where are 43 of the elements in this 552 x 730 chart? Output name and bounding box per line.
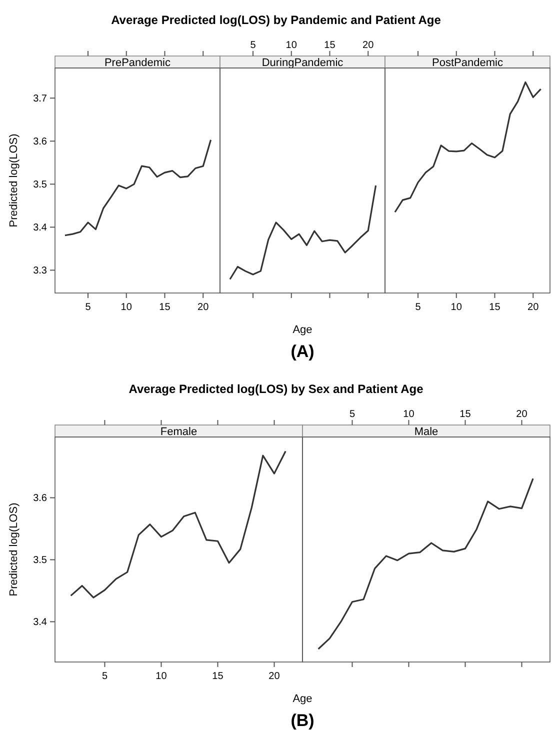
text: Average Predicted log(LOS) by Pandemic and Patient Age [111,13,442,27]
x-tick-label: 15 [159,302,171,313]
x2-tick-label: 15 [324,40,336,51]
x-tick-label: 10 [120,302,132,313]
y-tick-label: 3.4 [33,617,48,628]
x-tick-label: 15 [489,302,501,313]
y-tick-label: 3.3 [33,266,48,277]
chart-subtitle: Male [414,426,438,438]
x2-tick-label: 20 [516,409,528,420]
x-tick-label: 5 [102,671,108,682]
y-tick-label: 3.7 [33,94,48,105]
x-axis-title: Age [292,324,312,336]
x-axis-title: Age [292,693,312,705]
x-tick-label: 10 [156,671,168,682]
x-tick-label: 5 [415,302,422,313]
chart-title: Average Predicted log(LOS) by Sex and Patient Age [128,382,424,396]
x2-tick-label: 20 [362,40,374,51]
x2-tick-label: 5 [349,409,356,420]
x2-tick-label: 10 [286,40,298,51]
y-tick-label: 3.6 [33,136,48,148]
y-tick-label: 3.4 [33,222,48,234]
chart-subtitle: DuringPandemic [262,57,344,69]
chart-subtitle: PostPandemic [432,57,504,69]
text: (A) [290,342,314,361]
text: (B) [290,711,314,730]
x2-tick-label: 15 [460,409,472,420]
y-axis-title: Predicted log(LOS) [8,134,20,228]
line-series [70,450,286,598]
x2-tick-label: 5 [250,40,256,51]
y-tick-label: 3.5 [33,180,48,191]
x-tick-label: 20 [528,302,540,313]
x-tick-label: 15 [212,671,224,682]
x-tick-label: 20 [198,302,210,313]
y-tick-label: 3.5 [33,555,48,566]
y-tick-label: 3.6 [33,493,48,504]
line-series [64,139,212,236]
x2-tick-label: 10 [403,409,415,420]
x-tick-label: 5 [85,302,92,313]
chart-subtitle: Female [160,426,198,438]
y-axis-title: Predicted log(LOS) [8,502,20,596]
x-tick-label: 10 [450,302,462,313]
x-tick-label: 20 [268,671,280,682]
chart-subtitle: PrePandemic [104,57,172,69]
